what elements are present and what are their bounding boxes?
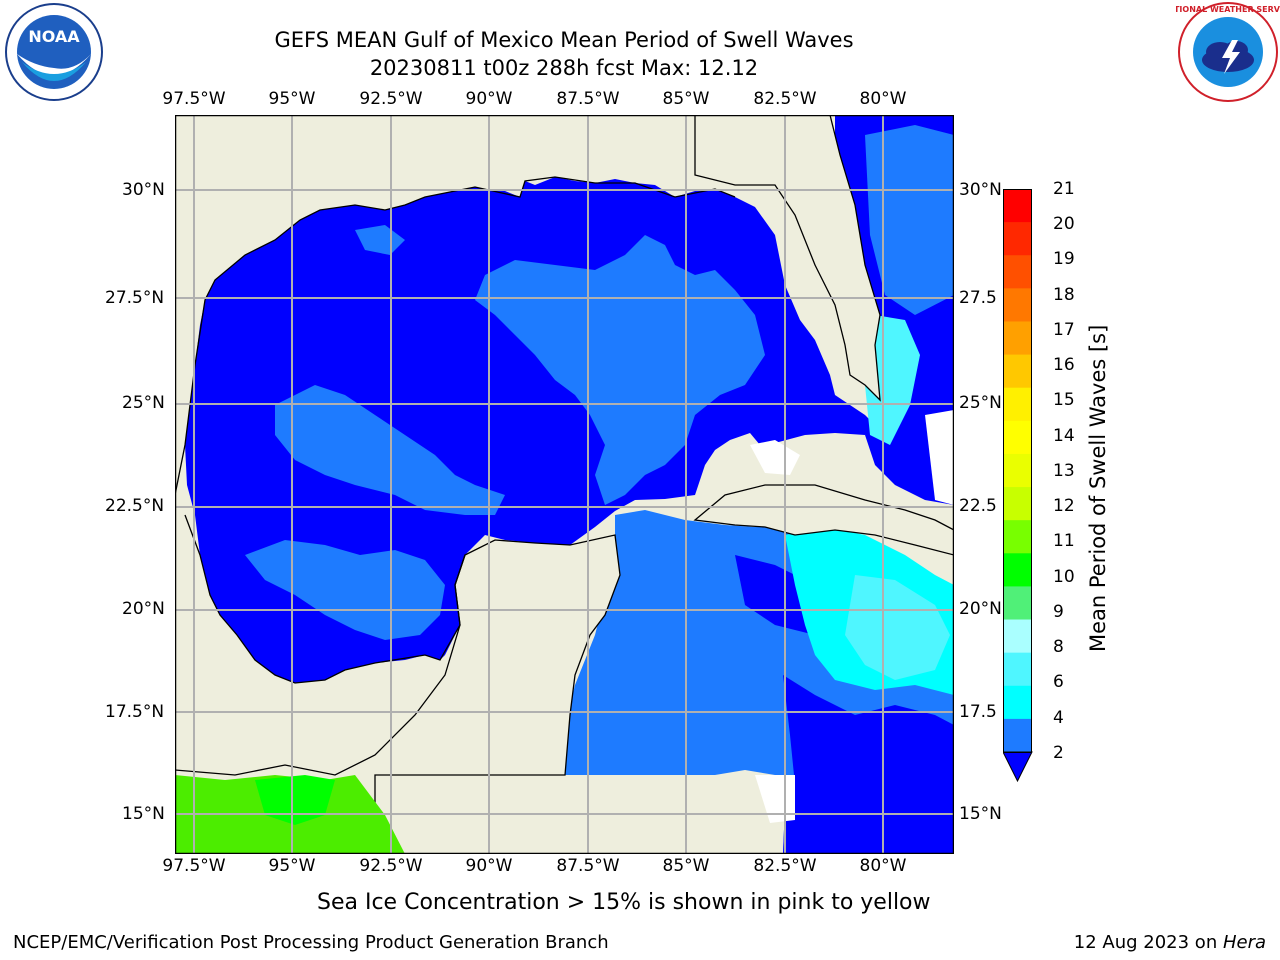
- colorbar-tick: 10: [1053, 567, 1075, 587]
- colorbar-tick: 9: [1053, 602, 1064, 622]
- colorbar-swatch: [1003, 586, 1032, 621]
- lat-label-left: 15°N: [122, 804, 165, 824]
- lat-label-left: 20°N: [122, 599, 165, 619]
- colorbar-tick: 21: [1053, 179, 1075, 199]
- nws-logo: NATIONAL WEATHER SERVICE: [1162, 0, 1280, 104]
- colorbar-tick: 12: [1053, 496, 1075, 516]
- colorbar-tick: 11: [1053, 531, 1075, 551]
- lat-label-right: 20°N: [959, 599, 1002, 619]
- map-subtitle: 20230811 t00z 288h fcst Max: 12.12: [369, 56, 759, 80]
- gulf-mid-patch-3: [245, 540, 445, 640]
- lat-label-right: 30°N: [959, 180, 1002, 200]
- lon-label-bottom: 87.5°W: [556, 856, 620, 876]
- caribbean-deep: [783, 675, 954, 854]
- pacific-bright-green: [255, 775, 335, 825]
- colorbar-swatch: [1003, 288, 1032, 322]
- colorbar-tick: 2: [1053, 743, 1064, 763]
- colorbar-swatch: [1003, 553, 1032, 587]
- map-border: [174, 114, 955, 855]
- lon-label-bottom: 95°W: [268, 856, 316, 876]
- lon-label-top: 82.5°W: [753, 89, 817, 109]
- colorbar-swatch: [1003, 255, 1032, 289]
- lon-label-top: 92.5°W: [359, 89, 423, 109]
- colorbar-swatch: [1003, 453, 1032, 488]
- lat-label-right: 15°N: [959, 804, 1002, 824]
- gulf-mid-patch-1: [475, 235, 765, 505]
- colorbar-under-triangle: [1002, 751, 1033, 783]
- lat-label-left: 30°N: [122, 180, 165, 200]
- colorbar-tick: 15: [1053, 390, 1075, 410]
- lon-label-bottom: 80°W: [859, 856, 907, 876]
- caribbean-light-cyan: [845, 575, 950, 680]
- colorbar-swatch: [1003, 487, 1032, 521]
- lat-label-left: 27.5°N: [105, 288, 165, 308]
- straits-cyan: [865, 315, 920, 445]
- lon-label-top: 97.5°W: [162, 89, 226, 109]
- svg-text:NOAA: NOAA: [28, 27, 80, 46]
- colorbar-swatch: [1003, 321, 1032, 356]
- lon-label-top: 80°W: [859, 89, 907, 109]
- map-title: GEFS MEAN Gulf of Mexico Mean Period of …: [274, 28, 854, 52]
- colorbar-tick: 19: [1053, 249, 1075, 269]
- colorbar-title: Mean Period of Swell Waves [s]: [1086, 324, 1110, 652]
- colorbar-tick: 18: [1053, 285, 1075, 305]
- colorbar-swatch: [1003, 354, 1032, 389]
- atlantic-mid: [865, 125, 954, 315]
- colorbar: [1002, 189, 1033, 783]
- lat-label-left: 17.5°N: [105, 702, 165, 722]
- colorbar-swatch: [1003, 520, 1032, 554]
- footer-left: NCEP/EMC/Verification Post Processing Pr…: [13, 932, 609, 953]
- colorbar-tick: 16: [1053, 355, 1075, 375]
- footer-right: 12 Aug 2023 on Hera: [1074, 932, 1266, 953]
- mexico-coastline: [184, 514, 466, 684]
- gulf-coastline: [174, 176, 736, 496]
- lat-label-right: 22.5: [959, 496, 997, 516]
- map-panel: [174, 114, 955, 855]
- colorbar-tick: 20: [1053, 214, 1075, 234]
- lat-label-left: 25°N: [122, 393, 165, 413]
- colorbar-swatch: [1003, 652, 1032, 687]
- lat-label-right: 25°N: [959, 393, 1002, 413]
- lon-label-bottom: 85°W: [662, 856, 710, 876]
- lon-label-top: 85°W: [662, 89, 710, 109]
- colorbar-tick: 8: [1053, 637, 1064, 657]
- colorbar-swatch: [1003, 189, 1032, 223]
- colorbar-swatch: [1003, 685, 1032, 720]
- colorbar-tick: 14: [1053, 426, 1075, 446]
- colorbar-swatch: [1003, 387, 1032, 422]
- colorbar-swatch: [1003, 222, 1032, 256]
- colorbar-swatches: [1003, 189, 1032, 753]
- colorbar-swatch: [1003, 420, 1032, 455]
- footer-date: 12 Aug 2023 on: [1073, 932, 1223, 953]
- lat-label-right: 17.5: [959, 702, 997, 722]
- footer-host: Hera: [1222, 932, 1266, 953]
- lon-label-top: 95°W: [268, 89, 316, 109]
- colorbar-swatch: [1003, 718, 1032, 753]
- map-svg: [174, 114, 955, 855]
- colorbar-tick: 13: [1053, 461, 1075, 481]
- grid-lines: [175, 115, 954, 854]
- colorbar-swatch: [1003, 619, 1032, 654]
- colorbar-tick: 6: [1053, 672, 1064, 692]
- lon-label-top: 87.5°W: [556, 89, 620, 109]
- lon-label-top: 90°W: [465, 89, 513, 109]
- missing-1: [750, 440, 800, 475]
- noaa-logo: NOAA: [4, 2, 104, 102]
- missing-2: [925, 410, 954, 505]
- gulf-mid-patch-4: [355, 225, 405, 255]
- lon-label-bottom: 92.5°W: [359, 856, 423, 876]
- lat-label-right: 27.5: [959, 288, 997, 308]
- lon-label-bottom: 82.5°W: [753, 856, 817, 876]
- lat-label-left: 22.5°N: [105, 496, 165, 516]
- svg-text:NATIONAL WEATHER SERVICE: NATIONAL WEATHER SERVICE: [1176, 5, 1280, 14]
- caption: Sea Ice Concentration > 15% is shown in …: [317, 890, 931, 915]
- lon-label-bottom: 90°W: [465, 856, 513, 876]
- lon-label-bottom: 97.5°W: [162, 856, 226, 876]
- colorbar-tick: 17: [1053, 320, 1075, 340]
- colorbar-tick: 4: [1053, 708, 1064, 728]
